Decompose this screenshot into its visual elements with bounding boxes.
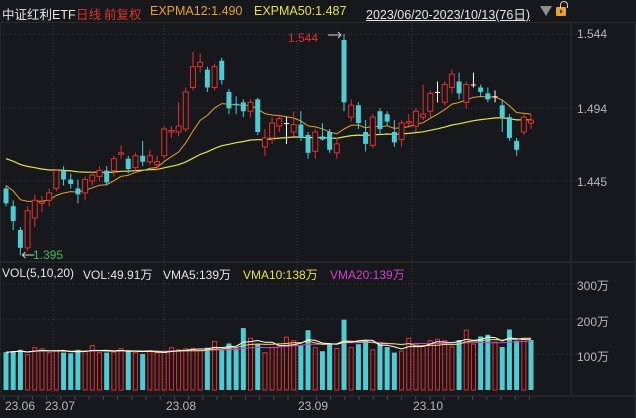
security-name[interactable]: 中证红利ETF <box>2 8 76 22</box>
vol-value: VOL:49.91万 <box>83 268 153 282</box>
x-tick-2308: 23.08 <box>166 399 197 413</box>
x-tick-2306: 23.06 <box>5 399 36 413</box>
high-price-marker: 1.544 <box>288 31 319 45</box>
vol-tick-200: 200万 <box>577 315 610 329</box>
vol-indicator-name[interactable]: VOL(5,10,20) <box>2 266 75 280</box>
dropdown-triangle-icon[interactable] <box>540 6 552 16</box>
vol-tick-100: 100万 <box>577 350 610 364</box>
price-tick-3: 1.445 <box>577 175 608 189</box>
adjust-selector[interactable]: 前复权 <box>104 8 142 22</box>
vma5-value: VMA5:139万 <box>163 268 232 282</box>
x-tick-2309: 23.09 <box>298 399 329 413</box>
date-range-link[interactable]: 2023/06/20-2023/10/13(76日) <box>366 8 531 22</box>
vma20-value: VMA20:139万 <box>330 268 405 282</box>
x-tick-2310: 23.10 <box>413 399 444 413</box>
vma10-value: VMA10:138万 <box>243 268 318 282</box>
price-tick-1: 1.544 <box>577 27 608 41</box>
price-tick-2: 1.494 <box>577 102 608 116</box>
unlock-icon[interactable] <box>556 1 568 16</box>
vol-tick-300: 300万 <box>577 279 610 293</box>
ema12-label: EXPMA12:1.490 <box>150 4 243 18</box>
chart-header: 中证红利ETF 日线 前复权 EXPMA12:1.490 EXPMA50:1.4… <box>0 0 636 23</box>
ema50-label: EXPMA50:1.487 <box>254 4 347 18</box>
period-selector[interactable]: 日线 <box>76 8 102 22</box>
low-price-marker: 1.395 <box>33 248 64 262</box>
x-tick-2307: 23.07 <box>45 399 76 413</box>
